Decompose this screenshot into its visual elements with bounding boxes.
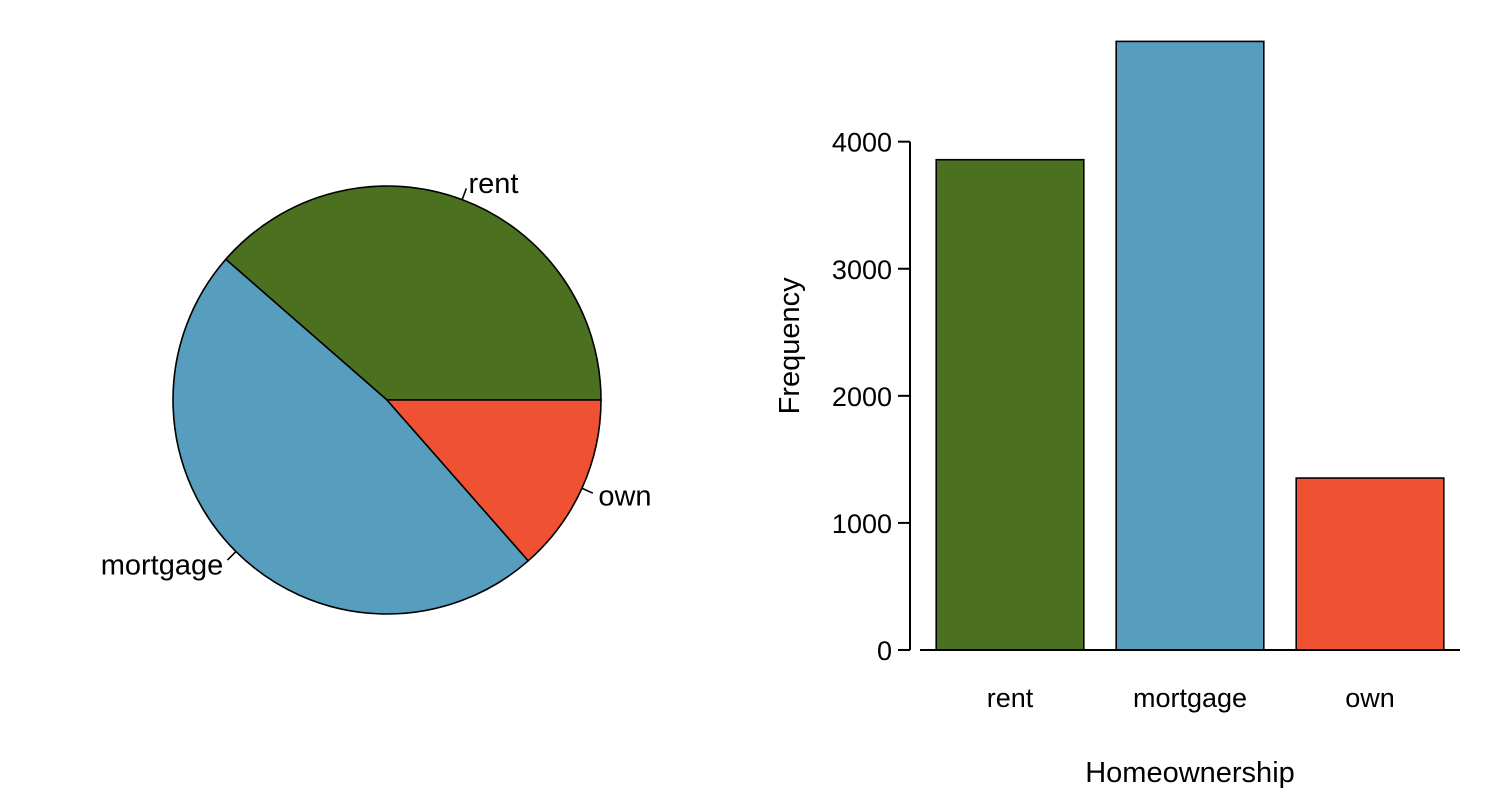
x-tick-labels: rent mortgage own (987, 683, 1395, 713)
bar-series (935, 40, 1445, 651)
pie-label-connector-rent (461, 188, 468, 200)
y-tick-label: 1000 (832, 509, 892, 539)
pie-label-connector-own (581, 487, 594, 494)
pie-label-rent: rent (468, 168, 518, 200)
bar-chart: 0 1000 2000 3000 4000 rent mortgage own Homeow… (774, 40, 1460, 789)
x-axis-title: Homeownership (1085, 757, 1295, 789)
y-tick-label: 3000 (832, 255, 892, 285)
pie-chart: rent mortgage own (101, 168, 652, 615)
x-tick-label-mortgage: mortgage (1133, 683, 1247, 713)
y-axis: 0 1000 2000 3000 4000 (832, 128, 911, 666)
y-axis-title: Frequency (774, 277, 806, 415)
y-tick-label: 0 (877, 636, 892, 666)
pie-slice-own (385, 399, 602, 562)
x-tick-label-rent: rent (987, 683, 1034, 713)
bar-rent (935, 158, 1085, 651)
x-tick-label-own: own (1345, 683, 1395, 713)
y-tick-label: 4000 (832, 128, 892, 158)
pie-slice-rent (224, 185, 602, 401)
bar-mortgage (1115, 40, 1265, 651)
pie-label-connector-mortgage (226, 550, 237, 561)
pie-label-own: own (598, 481, 651, 513)
bar-own (1295, 477, 1445, 651)
pie-label-mortgage: mortgage (101, 549, 224, 581)
pie-slice-mortgage (172, 258, 530, 615)
y-tick-label: 2000 (832, 382, 892, 412)
